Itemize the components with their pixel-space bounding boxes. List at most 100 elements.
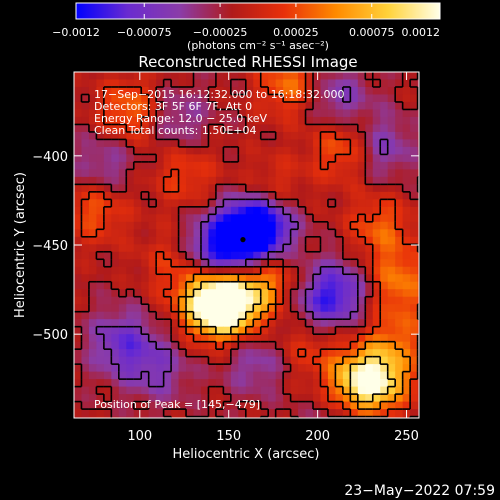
heatmap-cell [96, 169, 105, 178]
heatmap-cell [156, 94, 165, 103]
heatmap-cell [238, 259, 247, 268]
heatmap-cell [283, 244, 292, 253]
heatmap-cell [223, 244, 232, 253]
heatmap-cell [268, 326, 277, 335]
heatmap-cell [350, 349, 359, 358]
heatmap-cell [342, 289, 351, 298]
heatmap-cell [253, 311, 262, 320]
heatmap-cell [74, 154, 83, 163]
heatmap-cell [178, 154, 187, 163]
heatmap-cell [238, 296, 247, 305]
heatmap-cell [275, 289, 284, 298]
heatmap-cell [156, 334, 165, 343]
heatmap-cell [283, 409, 292, 418]
heatmap-cell [88, 191, 98, 200]
heatmap-cell [275, 101, 284, 111]
heatmap-cell [275, 221, 284, 230]
heatmap-cell [208, 131, 217, 141]
heatmap-cell [298, 146, 307, 155]
heatmap-cell [245, 184, 254, 193]
heatmap-cell [260, 266, 269, 275]
heatmap-cell [410, 281, 419, 290]
heatmap-cell [327, 341, 337, 350]
heatmap-cell [230, 154, 239, 163]
heatmap-cell [178, 341, 187, 350]
heatmap-cell [88, 244, 98, 253]
heatmap-cell [357, 289, 366, 298]
heatmap-cell [223, 236, 232, 245]
heatmap-cell [395, 401, 404, 410]
heatmap-cell [342, 214, 351, 223]
heatmap-cell [380, 251, 389, 260]
heatmap-cell [298, 274, 307, 283]
heatmap-cell [253, 409, 262, 418]
heatmap-cell [186, 109, 195, 118]
x-tick-label: 200 [305, 429, 330, 444]
heatmap-cell [350, 236, 359, 245]
heatmap-cell [74, 349, 83, 358]
heatmap-cell [417, 251, 419, 260]
heatmap-cell [156, 154, 165, 163]
heatmap-cell [372, 154, 381, 163]
heatmap-cell [103, 236, 112, 245]
heatmap-cell [118, 101, 127, 111]
heatmap-cell [395, 371, 404, 380]
heatmap-cell [118, 236, 127, 245]
heatmap-cell [96, 364, 105, 373]
heatmap-cell [133, 251, 142, 260]
heatmap-cell [395, 349, 404, 358]
heatmap-cell [111, 191, 120, 200]
heatmap-cell [230, 349, 239, 358]
heatmap-cell [133, 326, 142, 335]
heatmap-cell [103, 221, 112, 230]
heatmap-cell [327, 349, 337, 358]
heatmap-cell [410, 72, 419, 81]
heatmap-cell [342, 251, 351, 260]
heatmap-cell [298, 94, 307, 103]
heatmap-cell [290, 394, 299, 403]
heatmap-cell [148, 364, 157, 373]
heatmap-cell [230, 281, 239, 290]
heatmap-cell [230, 176, 239, 185]
heatmap-cell [133, 72, 142, 81]
heatmap-cell [133, 161, 142, 170]
heatmap-cell [74, 386, 83, 395]
heatmap-cell [298, 116, 307, 126]
heatmap-cell [417, 296, 419, 305]
heatmap-cell [290, 131, 299, 141]
heatmap-cell [118, 364, 127, 373]
heatmap-cell [305, 131, 314, 141]
heatmap-cell [268, 131, 277, 141]
heatmap-cell [290, 304, 299, 313]
heatmap-cell [133, 401, 142, 410]
heatmap-cell [268, 86, 277, 96]
heatmap-cell [380, 176, 389, 185]
heatmap-cell [350, 169, 359, 178]
heatmap-cell [268, 229, 277, 238]
heatmap-cell [260, 409, 269, 418]
heatmap-cell [245, 356, 254, 365]
heatmap-cell [178, 79, 187, 88]
heatmap-cell [313, 356, 322, 365]
heatmap-cell [163, 259, 172, 268]
heatmap-cell [380, 266, 389, 275]
heatmap-cell [275, 304, 284, 313]
heatmap-cell [260, 401, 269, 410]
heatmap-cell [74, 304, 83, 313]
heatmap-cell [193, 229, 202, 238]
heatmap-cell [305, 266, 314, 275]
heatmap-cell [126, 131, 135, 141]
heatmap-cell [365, 379, 374, 388]
heatmap-cell [141, 176, 150, 185]
heatmap-cell [178, 101, 187, 111]
heatmap-cell [163, 116, 172, 126]
heatmap-cell [208, 221, 217, 230]
heatmap-cell [200, 214, 210, 223]
heatmap-cell [268, 289, 277, 298]
heatmap-cell [215, 79, 224, 88]
heatmap-cell [156, 409, 165, 418]
heatmap-cell [81, 251, 90, 260]
heatmap-cell [163, 146, 172, 155]
heatmap-cell [171, 296, 180, 305]
heatmap-cell [290, 229, 299, 238]
